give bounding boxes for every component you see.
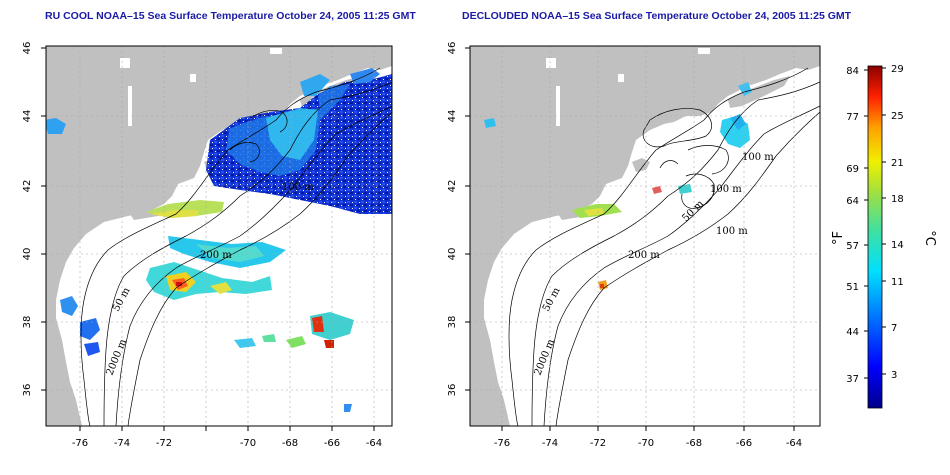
left-contours — [80, 67, 392, 426]
colorbar-f-tick: 64 — [846, 196, 859, 207]
left-frame — [45, 45, 393, 427]
right-nova-scotia — [728, 76, 790, 108]
x-tick-label: -72 — [590, 438, 606, 449]
left-tick-marks — [41, 47, 375, 431]
y-tick-label: 46 — [447, 42, 458, 55]
y-tick-label: 38 — [22, 316, 33, 329]
colorbar-c-tick: 21 — [891, 158, 904, 169]
x-tick-label: -68 — [686, 438, 702, 449]
colorbar-c-tick: 3 — [891, 370, 897, 381]
right-panel-title: DECLOUDED NOAA–15 Sea Surface Temperatur… — [462, 10, 852, 22]
y-tick-label: 44 — [447, 110, 458, 123]
y-tick-label: 42 — [447, 180, 458, 193]
colorbar-f-tick: 37 — [846, 374, 859, 385]
right-map-content: 200 m 50 m 2000 m 100 m 100 m 100 m 50 m — [470, 46, 820, 426]
y-tick-label: 36 — [447, 384, 458, 397]
colorbar-f-tick: 84 — [846, 66, 859, 77]
colorbar-f-tick: 77 — [846, 112, 859, 123]
left-contour-label: 200 m — [200, 250, 232, 261]
colorbar-c-tick: 11 — [891, 277, 904, 288]
x-tick-label: -74 — [114, 438, 130, 449]
x-tick-label: -72 — [156, 438, 172, 449]
right-cape-cod — [632, 158, 650, 172]
colorbar-c-labels: 29 25 21 18 14 11 7 3 — [891, 64, 904, 381]
colorbar-c-tick: 29 — [891, 64, 904, 75]
y-tick-label: 44 — [22, 110, 33, 123]
colorbar-gradient — [867, 65, 883, 409]
colorbar-c-unit: °C — [922, 230, 937, 246]
left-gridlines — [46, 46, 392, 426]
colorbar-f-unit: °F — [831, 231, 846, 245]
colorbar-f-labels: 84 77 69 64 57 51 44 37 — [846, 66, 859, 385]
right-land — [470, 46, 820, 426]
colorbar-c-tick: 18 — [891, 194, 904, 205]
colorbar-c-tick: 14 — [891, 240, 904, 251]
x-tick-label: -66 — [324, 438, 340, 449]
right-lakes — [546, 48, 710, 126]
colorbar: 84 77 69 64 57 51 44 37 29 25 21 18 14 1… — [831, 64, 937, 409]
colorbar-f-tick: 44 — [846, 327, 859, 338]
x-tick-label: -76 — [72, 438, 88, 449]
y-tick-label: 36 — [22, 384, 33, 397]
colorbar-f-tick: 57 — [846, 241, 859, 252]
right-tick-marks — [465, 47, 795, 431]
right-contour-label: 100 m — [710, 184, 742, 195]
colorbar-f-tick: 51 — [846, 282, 859, 293]
left-panel-title: RU COOL NOAA–15 Sea Surface Temperature … — [45, 10, 416, 22]
left-land — [46, 46, 392, 426]
left-lakes — [120, 48, 282, 126]
right-frame — [469, 45, 821, 427]
right-y-tick-labels: 46 44 42 40 38 36 — [447, 42, 458, 397]
left-y-tick-labels: 46 44 42 40 38 36 — [22, 42, 33, 397]
x-tick-label: -66 — [736, 438, 752, 449]
x-tick-label: -70 — [638, 438, 654, 449]
right-map-panel: 200 m 50 m 2000 m 100 m 100 m 100 m 50 m — [447, 42, 821, 449]
x-tick-label: -64 — [366, 438, 382, 449]
right-x-tick-labels: -76 -74 -72 -70 -68 -66 -64 — [494, 438, 802, 449]
right-contour-label: 100 m — [716, 226, 748, 237]
right-contour-label: 100 m — [742, 152, 774, 163]
right-contour-label: 200 m — [628, 250, 660, 261]
colorbar-c-tick: 7 — [891, 323, 897, 334]
x-tick-label: -74 — [542, 438, 558, 449]
right-gridlines — [470, 46, 820, 426]
y-tick-label: 46 — [22, 42, 33, 55]
x-tick-label: -76 — [494, 438, 510, 449]
left-map-panel: 200 m 50 m 2000 m 100 m -76 — [22, 42, 393, 449]
colorbar-c-tick: 25 — [891, 111, 904, 122]
left-map-content: 200 m 50 m 2000 m 100 m — [46, 46, 392, 426]
y-tick-label: 42 — [22, 180, 33, 193]
left-contour-label: 100 m — [282, 182, 314, 193]
x-tick-label: -70 — [240, 438, 256, 449]
x-tick-label: -68 — [282, 438, 298, 449]
y-tick-label: 40 — [22, 248, 33, 261]
y-tick-label: 40 — [447, 248, 458, 261]
right-contours — [508, 67, 820, 426]
colorbar-f-tick: 69 — [846, 164, 859, 175]
x-tick-label: -64 — [786, 438, 802, 449]
colorbar-ticks — [864, 67, 886, 379]
left-x-tick-labels: -76 -74 -72 -70 -68 -66 -64 — [72, 438, 382, 449]
left-sst-data — [46, 68, 392, 412]
y-tick-label: 38 — [447, 316, 458, 329]
